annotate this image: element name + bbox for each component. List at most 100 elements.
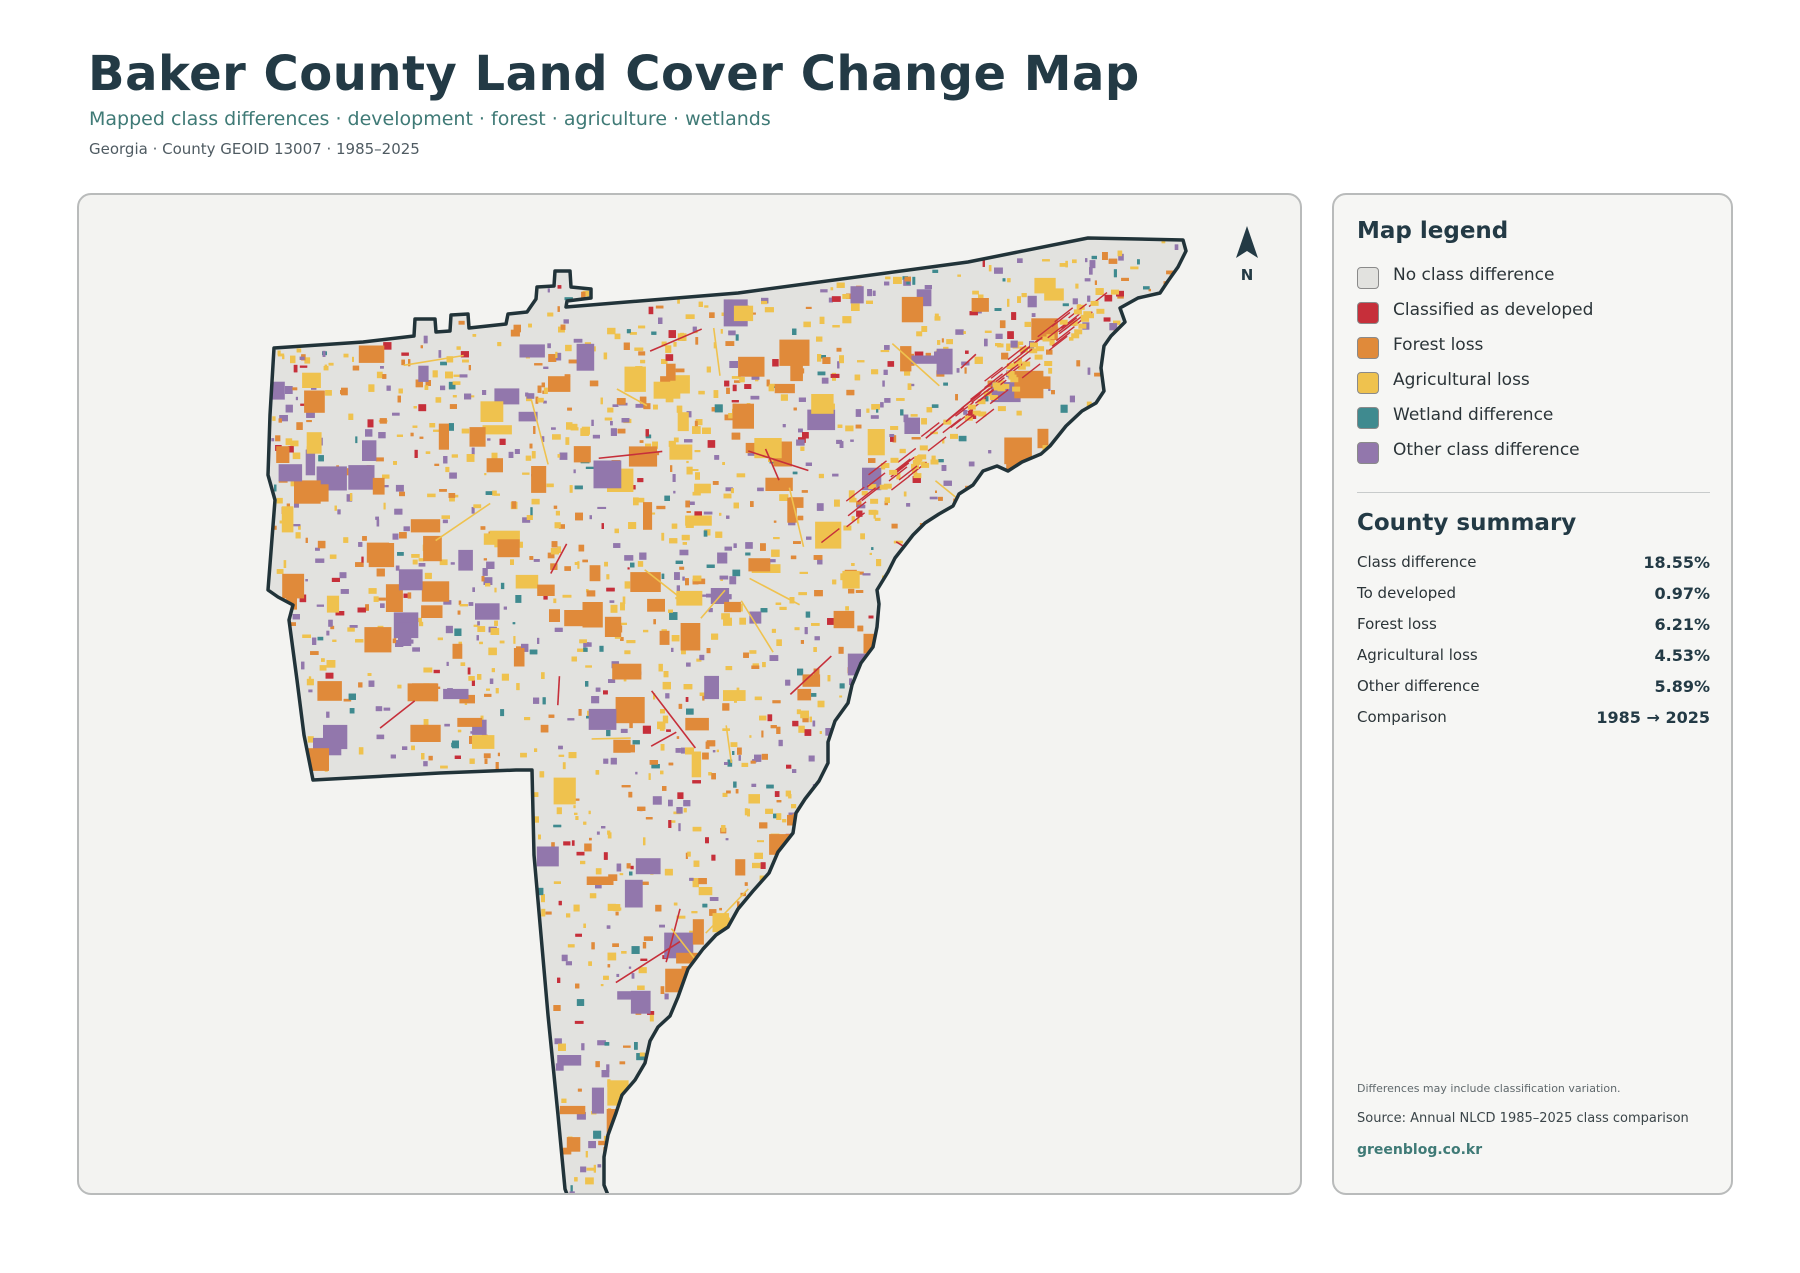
dev-streak <box>960 353 977 369</box>
ag-patch <box>685 515 712 526</box>
ag-patch <box>618 622 627 625</box>
dev-streak <box>961 393 981 409</box>
other-patch <box>616 863 622 872</box>
other-patch <box>994 267 1003 274</box>
other-patch <box>745 542 753 549</box>
ag-patch <box>869 552 872 555</box>
forest-patch <box>399 532 407 539</box>
ag-patch <box>661 629 667 632</box>
forest-patch <box>706 740 716 747</box>
other-patch <box>689 501 695 505</box>
ag-patch <box>937 340 941 345</box>
ag-streak <box>705 888 749 934</box>
credit-link[interactable]: greenblog.co.kr <box>1357 1142 1483 1158</box>
ag-patch <box>1021 293 1027 298</box>
ag-patch <box>424 572 432 579</box>
ag-patch <box>721 825 726 832</box>
forest-patch <box>750 760 756 764</box>
forest-patch <box>761 730 764 738</box>
dev-streak <box>1054 307 1074 323</box>
other-patch <box>754 754 762 762</box>
wet-patch <box>714 404 723 413</box>
other-patch <box>383 707 391 711</box>
dev-streak <box>1013 348 1033 364</box>
ag-patch <box>446 356 454 363</box>
forest-patch <box>856 500 862 507</box>
dev-patch <box>499 438 506 445</box>
dev-patch <box>361 556 364 563</box>
other-patch <box>906 503 911 507</box>
ag-patch <box>600 397 603 405</box>
dev-patch <box>724 380 730 387</box>
dev-patch <box>640 958 648 961</box>
legend-label: Classified as developed <box>1393 300 1594 320</box>
dev-streak <box>615 940 681 984</box>
map-panel[interactable]: N <box>77 193 1302 1195</box>
other-patch <box>375 516 379 520</box>
dev-patch <box>804 729 812 736</box>
other-patch <box>832 473 839 477</box>
ag-patch <box>1073 309 1082 315</box>
ag-patch <box>613 904 621 912</box>
other-patch <box>295 396 298 401</box>
other-patch <box>1089 260 1096 269</box>
summary-row: To developed 0.97% <box>1357 584 1710 606</box>
other-patch <box>610 428 617 436</box>
ag-patch <box>749 735 752 738</box>
other-patch <box>418 365 429 382</box>
forest-patch <box>1094 372 1102 377</box>
dev-patch <box>630 865 634 870</box>
other-patch <box>315 547 320 551</box>
ag-patch <box>692 826 702 832</box>
forest-patch <box>702 694 705 701</box>
ag-patch <box>1024 321 1031 327</box>
other-patch <box>1084 278 1091 282</box>
ag-patch <box>967 404 976 410</box>
ag-patch <box>460 662 466 666</box>
wet-patch <box>985 395 989 402</box>
other-patch <box>652 796 662 805</box>
county-map[interactable]: N <box>79 195 1302 1195</box>
dev-patch <box>557 285 562 289</box>
ag-patch <box>495 688 499 694</box>
dev-streak <box>1055 326 1075 342</box>
ag-patch <box>1013 361 1022 367</box>
ag-patch <box>586 1167 595 1171</box>
ag-patch <box>543 387 548 394</box>
ag-patch <box>698 301 703 307</box>
forest-patch <box>305 537 308 543</box>
ag-patch <box>326 595 340 613</box>
dev-patch <box>287 446 294 453</box>
forest-patch <box>822 357 831 364</box>
other-patch <box>279 415 288 422</box>
forest-patch <box>1014 370 1044 399</box>
ag-patch <box>919 445 928 451</box>
forest-patch <box>420 345 423 349</box>
ag-patch <box>813 647 817 652</box>
forest-patch <box>408 359 411 367</box>
ag-patch <box>553 881 561 884</box>
wet-patch <box>500 709 505 717</box>
forest-patch <box>711 407 716 412</box>
other-patch <box>683 800 691 807</box>
other-patch <box>678 823 681 832</box>
ag-patch <box>429 423 436 428</box>
forest-patch <box>734 380 741 383</box>
ag-streak <box>530 398 549 465</box>
dev-streak <box>999 363 1019 380</box>
ag-patch <box>637 561 644 567</box>
forest-patch <box>529 443 533 449</box>
other-patch <box>729 361 738 368</box>
other-patch <box>556 352 562 361</box>
ag-patch <box>713 390 719 398</box>
other-patch <box>597 506 607 509</box>
forest-patch <box>340 390 346 395</box>
ag-patch <box>695 419 703 426</box>
forest-patch <box>680 623 701 651</box>
dev-streak <box>1047 323 1067 339</box>
forest-patch <box>726 790 731 794</box>
ag-patch <box>1090 300 1099 306</box>
forest-patch <box>790 355 803 382</box>
ag-patch <box>614 333 621 340</box>
change-patches <box>271 240 1179 1193</box>
